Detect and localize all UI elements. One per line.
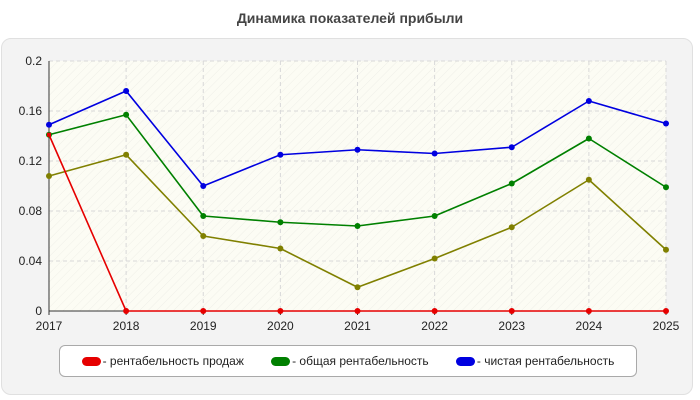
data-point [663,246,669,253]
series-2 [46,88,669,189]
data-point [431,150,438,157]
data-point [508,308,515,314]
x-tick-label: 2017 [36,319,63,333]
data-point [431,213,438,219]
data-point [354,308,361,314]
data-point [354,284,361,291]
legend-label: - рентабельность продаж [102,354,244,368]
legend-swatch [81,356,101,366]
data-point [354,223,361,229]
y-tick-label: 0.12 [19,154,43,168]
series-1 [46,111,669,229]
data-point [663,308,669,314]
data-point [200,213,207,219]
data-point [585,98,592,104]
data-point [123,88,130,94]
data-point [277,151,284,158]
grid [48,60,667,315]
data-point [277,219,284,226]
legend-item: - рентабельность продаж [81,354,244,368]
data-point [354,146,361,153]
y-tick-label: 0.16 [19,104,43,118]
series-0 [47,132,669,314]
data-point [47,132,51,137]
chart-title: Динамика показателей прибыли [236,10,464,26]
data-point [123,111,130,118]
legend-label: - чистая рентабельность [476,354,615,368]
x-tick-label: 2019 [190,319,217,333]
y-tick-label: 0.08 [19,204,43,218]
data-point [46,173,52,179]
series-3 [46,151,669,291]
data-point [585,308,592,314]
legend-label: - общая рентабельность [292,354,429,368]
data-point [508,224,515,231]
legend-item: - чистая рентабельность [455,354,615,368]
x-tick-label: 2022 [421,319,448,333]
data-point [431,255,438,262]
legend-item: - общая рентабельность [271,354,429,368]
legend-swatch [271,356,291,366]
data-point [508,180,515,187]
data-point [663,184,669,191]
x-tick-label: 2021 [344,319,371,333]
data-point [585,135,592,142]
y-tick-label: 0.04 [19,254,43,268]
x-tick-label: 2024 [576,319,603,333]
data-point [431,308,438,314]
data-point [200,308,207,314]
data-point [46,121,52,128]
y-tick-labels: 0 0.04 0.08 0.12 0.16 0.2 [19,54,43,318]
x-tick-label: 2023 [498,319,525,333]
legend-swatch [455,356,475,366]
x-tick-labels: 2017 2018 2019 2020 2021 2022 2023 2024 2025 [36,319,680,333]
series-lines [46,88,669,314]
y-tick-label: 0 [35,304,42,318]
y-tick-label: 0.2 [25,54,42,68]
x-tick-label: 2018 [113,319,140,333]
data-point [200,183,207,189]
chart-legend: - рентабельность продаж - общая рентабель… [59,345,637,377]
data-point [123,151,130,158]
data-point [663,120,669,127]
data-point [200,233,207,239]
x-tick-label: 2020 [267,319,294,333]
x-tick-label: 2025 [653,319,680,333]
plot-area [49,61,666,311]
data-point [585,176,592,183]
data-point [123,308,130,314]
data-point [508,144,515,151]
data-point [277,308,284,314]
data-point [277,245,284,252]
